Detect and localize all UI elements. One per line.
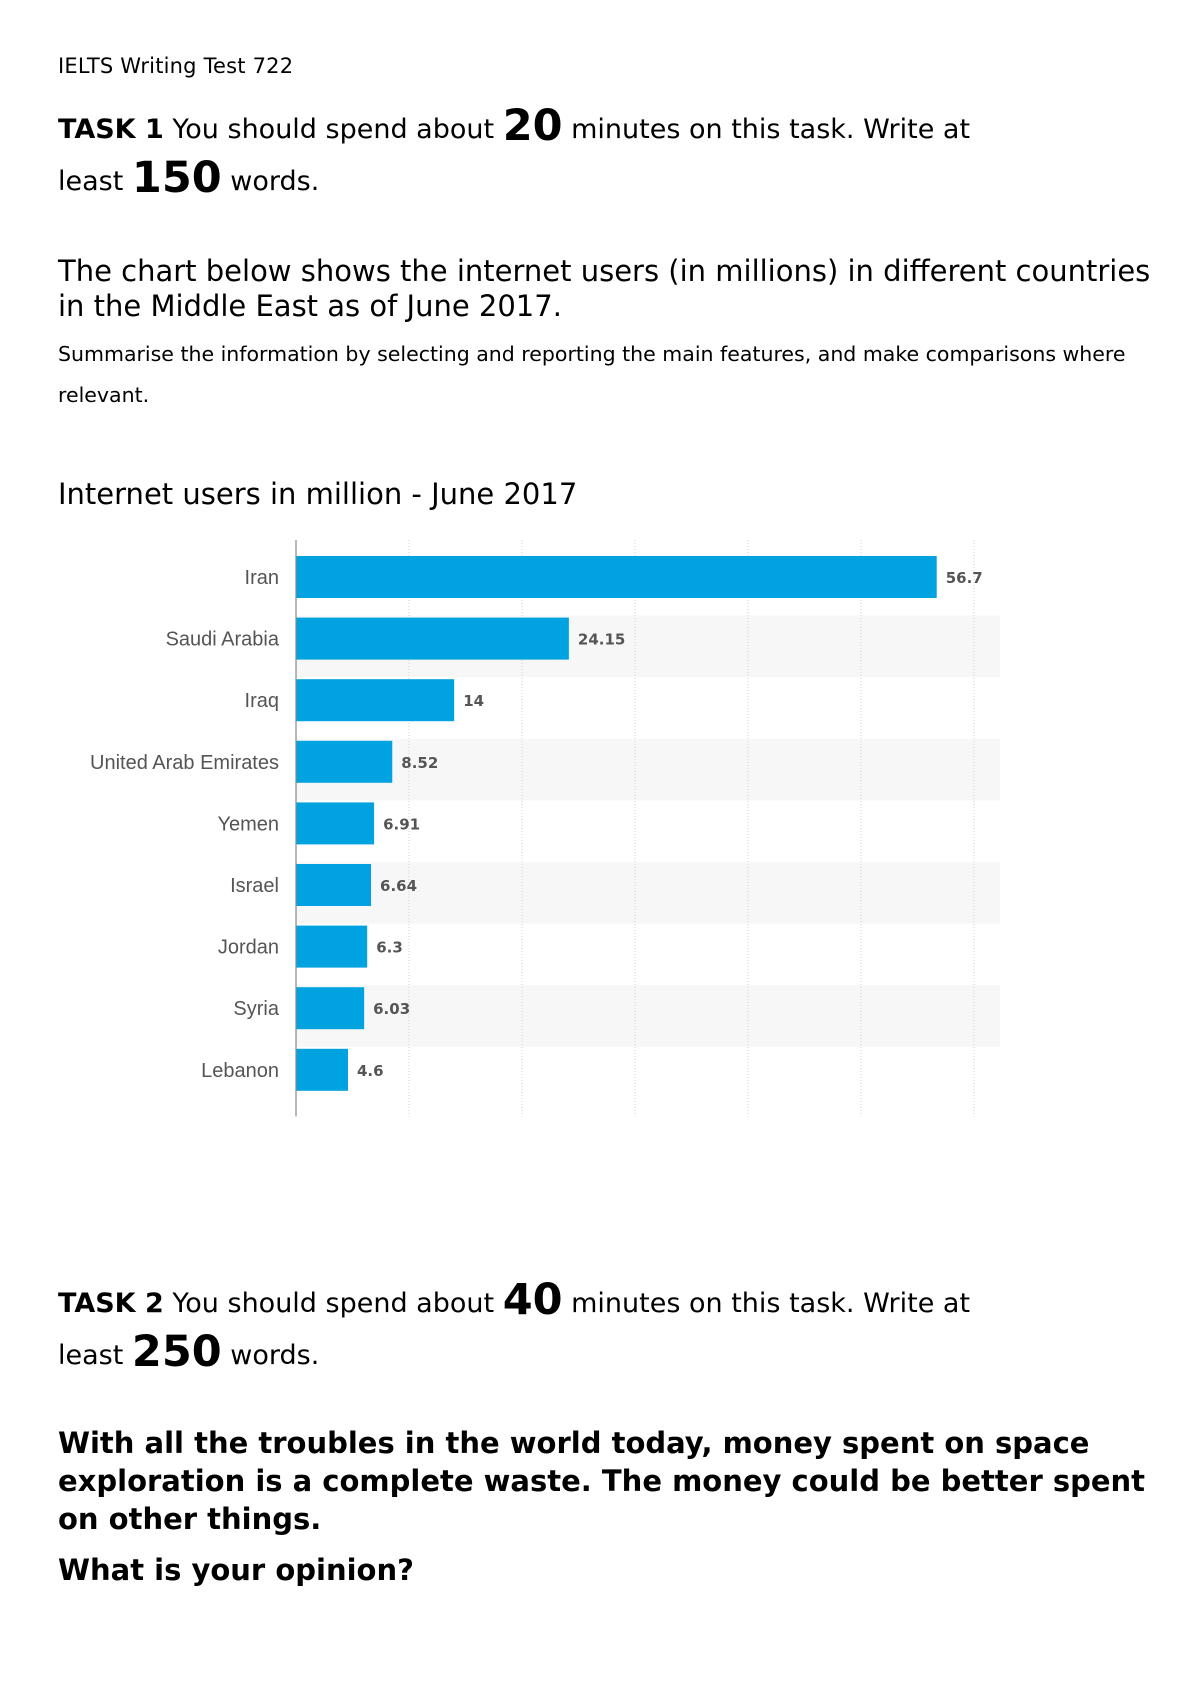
task1-words-count: 150	[131, 153, 222, 203]
bar	[296, 556, 937, 598]
task1-label: TASK 1	[58, 114, 164, 145]
value-label: 6.03	[373, 1000, 410, 1018]
bar	[296, 1048, 348, 1091]
task1-prompt: The chart below shows the internet users…	[58, 254, 1151, 323]
bar	[296, 864, 372, 906]
bar	[296, 617, 569, 660]
task2-opinion: What is your opinion?	[58, 1553, 414, 1587]
task2-minutes: 40	[502, 1275, 563, 1325]
task2-text-before: You should spend about	[172, 1288, 495, 1319]
row-band	[296, 738, 1000, 801]
task1-instruction: Summarise the information by selecting a…	[58, 342, 1126, 407]
value-label: 8.52	[401, 754, 438, 772]
task2-question: With all the troubles in the world today…	[58, 1426, 1146, 1536]
category-label: Israel	[230, 875, 279, 897]
bar	[296, 679, 455, 722]
chart-title: Internet users in million - June 2017	[58, 477, 578, 511]
row-band	[296, 985, 1000, 1047]
category-label: Syria	[233, 998, 279, 1020]
value-label: 4.6	[357, 1062, 384, 1080]
bar	[296, 925, 368, 968]
task1-line-2: least 150 words.	[58, 154, 1058, 206]
bar	[296, 987, 365, 1030]
task2-instructions: TASK 2 You should spend about 40 minutes…	[58, 1276, 1058, 1380]
task1-text-before: You should spend about	[172, 114, 495, 145]
task1-words: words.	[230, 166, 320, 197]
value-label: 6.3	[376, 939, 403, 957]
task2-line-2: least 250 words.	[58, 1328, 1058, 1380]
task1-minutes: 20	[502, 101, 563, 151]
value-label: 6.64	[380, 877, 417, 895]
task1-text-after: minutes on this task. Write at	[571, 114, 971, 145]
task1-least: least	[58, 166, 124, 197]
task1-instructions: TASK 1 You should spend about 20 minutes…	[58, 102, 1058, 206]
value-label: 14	[463, 692, 484, 710]
category-label: Yemen	[217, 813, 279, 835]
row-band	[296, 862, 1000, 924]
task2-label: TASK 2	[58, 1288, 164, 1319]
task2-words-count: 250	[131, 1327, 222, 1377]
value-label: 56.7	[946, 569, 983, 587]
page-header: IELTS Writing Test 722	[58, 54, 294, 78]
bar	[296, 740, 393, 783]
category-label: Iran	[245, 567, 279, 589]
category-label: United Arab Emirates	[90, 752, 279, 774]
category-label: Jordan	[218, 937, 279, 959]
bar	[296, 802, 375, 845]
task2-text-after: minutes on this task. Write at	[571, 1288, 971, 1319]
category-label: Saudi Arabia	[166, 629, 280, 651]
category-label: Iraq	[245, 690, 279, 712]
value-label: 6.91	[383, 815, 420, 833]
value-label: 24.15	[578, 631, 625, 649]
bar-chart: Iran 56.7 Saudi Arabia 24.15 Iraq 14 United Ar…	[90, 540, 1000, 1117]
task2-least: least	[58, 1340, 124, 1371]
category-label: Lebanon	[201, 1060, 279, 1082]
task2-words: words.	[230, 1340, 320, 1371]
task2-line-1: TASK 2 You should spend about 40 minutes…	[58, 1276, 1058, 1328]
task1-line-1: TASK 1 You should spend about 20 minutes…	[58, 102, 1058, 154]
